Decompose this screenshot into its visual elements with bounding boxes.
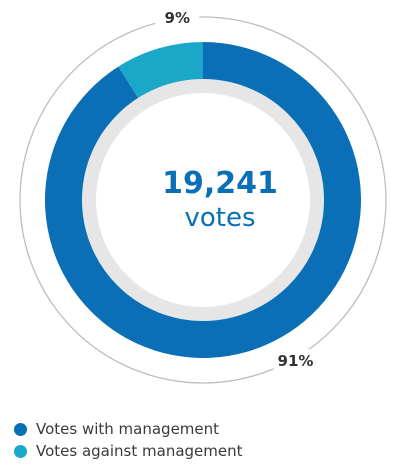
legend-label-with-management: Votes with management — [36, 420, 220, 438]
legend-swatch-against-management — [14, 444, 27, 458]
slice-label-with-management: 91% — [278, 352, 314, 370]
legend: Votes with management Votes against mana… — [14, 418, 243, 462]
center-label: votes — [184, 203, 255, 233]
slice-label-bg-against-management — [155, 5, 200, 28]
slice-labels-group: 91% 9% — [155, 5, 318, 372]
center-value: 19,241 — [162, 166, 278, 201]
legend-swatch-with-management — [14, 422, 27, 436]
legend-item-against-management: Votes against management — [14, 440, 243, 462]
donut-chart: 19,241 votes 91% 9% — [19, 5, 387, 384]
inner-gray-ring — [82, 79, 324, 321]
slice-label-against-management: 9% — [165, 9, 190, 27]
legend-item-with-management: Votes with management — [14, 418, 243, 440]
legend-label-against-management: Votes against management — [36, 442, 243, 460]
slice-label-bg-with-management — [273, 349, 318, 372]
outer-guide-ring — [19, 16, 387, 384]
